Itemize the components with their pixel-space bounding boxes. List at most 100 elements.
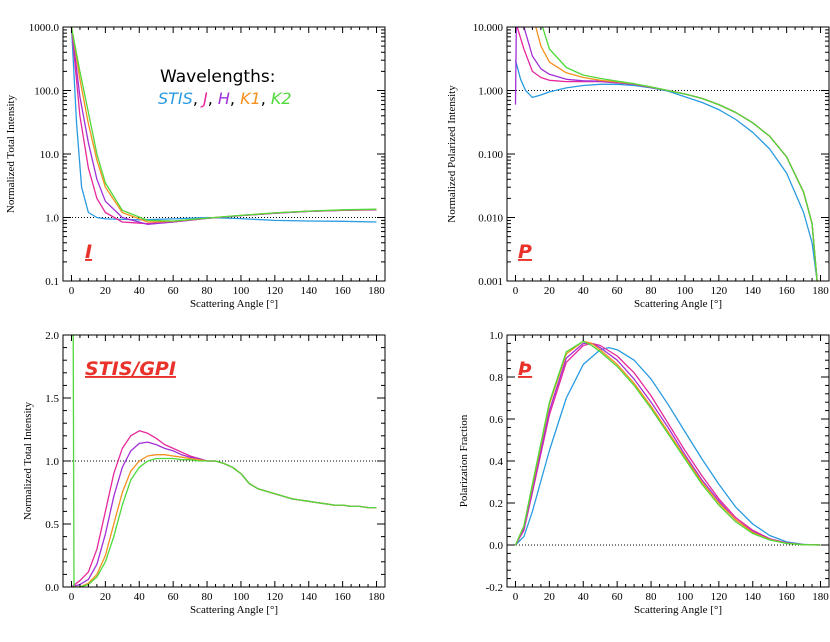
plot-frame xyxy=(506,334,830,588)
x-tick-label: 160 xyxy=(334,285,351,297)
x-tick-label: 20 xyxy=(544,285,556,297)
y-tick-label: 100.0 xyxy=(34,86,59,98)
x-tick-label: 180 xyxy=(368,285,385,297)
legend-separator: , xyxy=(261,89,271,108)
x-tick-label: 140 xyxy=(744,285,761,297)
series-k2 xyxy=(541,27,818,281)
legend-separator: , xyxy=(230,89,240,108)
panel-label: Þ xyxy=(518,358,532,380)
x-tick-label: 80 xyxy=(202,591,214,603)
legend-entry-k1: K1 xyxy=(240,89,261,108)
series-k1 xyxy=(535,27,818,281)
y-tick-label: 0.001 xyxy=(478,276,503,288)
y-axis-title: Polarization Fraction xyxy=(458,414,470,507)
y-tick-label: 10.000 xyxy=(473,22,504,34)
y-tick-label: 1.000 xyxy=(478,86,503,98)
x-tick-label: 180 xyxy=(812,285,829,297)
x-tick-label: 160 xyxy=(334,591,351,603)
x-axis-title: Scattering Angle [°] xyxy=(634,604,722,616)
x-tick-label: 120 xyxy=(711,285,728,297)
x-tick-label: 60 xyxy=(168,285,180,297)
series-stis xyxy=(514,60,818,281)
x-tick-label: 60 xyxy=(612,591,624,603)
x-tick-label: 180 xyxy=(368,591,385,603)
legend-separator: , xyxy=(208,89,218,108)
y-tick-label: 0.5 xyxy=(45,519,59,531)
legend-entry-stis: STIS xyxy=(158,89,193,108)
y-tick-label: 0.2 xyxy=(489,498,503,510)
y-tick-label: 0.010 xyxy=(478,213,503,225)
series-k2 xyxy=(71,335,377,587)
x-tick-label: 140 xyxy=(300,285,317,297)
y-tick-label: 0.1 xyxy=(45,276,59,288)
x-tick-label: 100 xyxy=(233,285,250,297)
x-tick-label: 120 xyxy=(267,285,284,297)
x-tick-label: 20 xyxy=(100,591,112,603)
panel-label: I xyxy=(85,241,92,263)
x-tick-label: 0 xyxy=(69,285,75,297)
series-h xyxy=(514,27,818,281)
legend-entry-j: J xyxy=(200,89,208,108)
y-tick-label: 0.100 xyxy=(478,149,503,161)
series-h xyxy=(514,342,821,546)
x-tick-label: 0 xyxy=(513,285,519,297)
legend-entry-h: H xyxy=(218,89,230,108)
x-tick-label: 140 xyxy=(300,591,317,603)
x-tick-label: 140 xyxy=(744,591,761,603)
x-tick-label: 20 xyxy=(544,591,556,603)
series-k2 xyxy=(70,27,377,222)
x-tick-label: 100 xyxy=(677,285,694,297)
x-tick-label: 180 xyxy=(812,591,829,603)
panel-3: 0 20 40 60 80 100 120 140 160 180 0.0 0.5 1.0 1.5 2.0 S… xyxy=(22,330,386,616)
x-tick-label: 80 xyxy=(646,285,658,297)
x-tick-label: 160 xyxy=(778,285,795,297)
panel-2: 0 20 40 60 80 100 120 140 160 180 0.001 0.010 0.100 1… xyxy=(446,22,830,310)
x-tick-label: 100 xyxy=(677,591,694,603)
y-axis-title: Normalized Total Intensity xyxy=(22,401,34,520)
x-tick-label: 80 xyxy=(646,591,658,603)
y-axis-title: Normalized Polarized Intensity xyxy=(446,85,458,223)
x-tick-label: 60 xyxy=(168,591,180,603)
x-tick-label: 120 xyxy=(267,591,284,603)
y-tick-label: 1000.0 xyxy=(29,22,60,34)
x-tick-label: 40 xyxy=(134,591,146,603)
y-tick-label: 0.4 xyxy=(489,456,503,468)
y-tick-label: 0.8 xyxy=(489,372,503,384)
y-tick-label: 0.6 xyxy=(489,414,503,426)
legend-entry-k2: K2 xyxy=(271,89,292,108)
x-tick-label: 0 xyxy=(69,591,75,603)
y-tick-label: 1.0 xyxy=(45,213,59,225)
panel-label: P xyxy=(518,241,532,263)
panel-4: 0 20 40 60 80 100 120 140 160 180 -0.2 0.0 0.2 0.4 0.6… xyxy=(458,330,830,616)
y-tick-label: -0.2 xyxy=(486,582,503,594)
series-stis xyxy=(70,27,377,223)
x-tick-label: 20 xyxy=(100,285,112,297)
series-j xyxy=(70,27,377,225)
x-axis-title: Scattering Angle [°] xyxy=(190,298,278,310)
y-tick-label: 2.0 xyxy=(45,330,59,342)
x-tick-label: 80 xyxy=(202,285,214,297)
y-tick-label: 1.0 xyxy=(45,456,59,468)
panel-label: STIS/GPI xyxy=(85,358,176,380)
series-k2 xyxy=(514,340,821,546)
legend-entries: STIS, J, H, K1, K2 xyxy=(158,89,292,108)
legend-title: Wavelengths: xyxy=(160,67,275,87)
series-stis xyxy=(515,346,821,546)
y-tick-label: 0.0 xyxy=(489,540,503,552)
series-h xyxy=(70,27,377,226)
x-tick-label: 40 xyxy=(578,285,590,297)
x-axis-title: Scattering Angle [°] xyxy=(634,298,722,310)
series-k1 xyxy=(70,27,377,223)
x-tick-label: 160 xyxy=(778,591,795,603)
y-tick-label: 1.0 xyxy=(489,330,503,342)
x-tick-label: 40 xyxy=(578,591,590,603)
panel-1: 0 20 40 60 80 100 120 140 160 180 0.1 1.0 10.0 100.0 1… xyxy=(5,22,386,310)
y-tick-label: 0.0 xyxy=(45,582,59,594)
x-tick-label: 40 xyxy=(134,285,146,297)
x-tick-label: 0 xyxy=(513,591,519,603)
series-k1 xyxy=(514,340,821,546)
plot-frame xyxy=(62,26,386,282)
series-j xyxy=(516,27,818,281)
x-tick-label: 100 xyxy=(233,591,250,603)
